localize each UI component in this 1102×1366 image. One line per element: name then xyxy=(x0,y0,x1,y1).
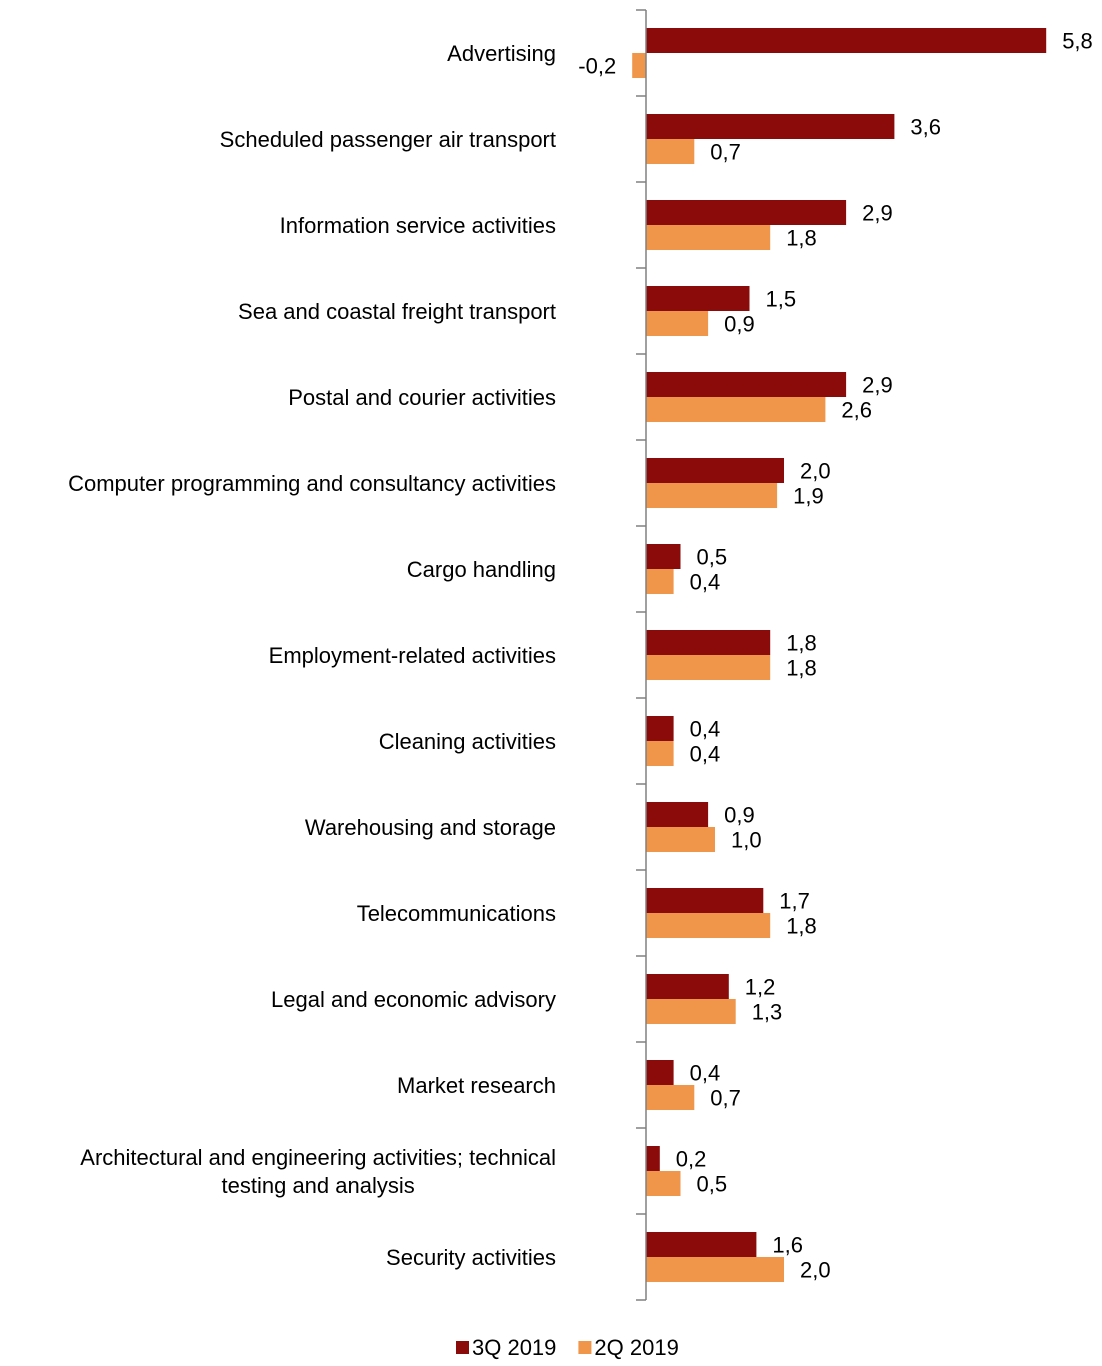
bar-series-1 xyxy=(646,544,681,569)
bar-series-1 xyxy=(646,114,895,139)
bar-series-1 xyxy=(646,28,1047,53)
data-label: 0,9 xyxy=(724,803,755,828)
bar-series-2 xyxy=(646,225,771,250)
bar-series-1 xyxy=(646,1146,660,1171)
bar-series-1 xyxy=(646,716,674,741)
data-label: 1,8 xyxy=(786,914,817,939)
bar-series-2 xyxy=(646,1171,681,1196)
data-labels: 5,8-0,23,60,72,91,81,50,92,92,62,01,90,5… xyxy=(578,29,1093,1283)
bar-series-1 xyxy=(646,802,709,827)
category-label: Employment-related activities xyxy=(269,643,556,668)
data-label: 0,4 xyxy=(690,742,721,767)
bar-series-2 xyxy=(646,139,695,164)
bar-series-2 xyxy=(646,1257,784,1282)
data-label: 1,6 xyxy=(772,1233,803,1258)
category-label: Sea and coastal freight transport xyxy=(238,299,556,324)
bar-series-2 xyxy=(646,827,715,852)
data-label: 1,3 xyxy=(752,1000,783,1025)
category-label: Advertising xyxy=(447,41,556,66)
category-label: Market research xyxy=(397,1073,556,1098)
category-labels: Advertising Scheduled passenger air trans… xyxy=(68,41,556,1270)
data-label: 1,8 xyxy=(786,656,817,681)
bar-series-1 xyxy=(646,974,729,999)
data-label: 0,7 xyxy=(710,140,741,165)
data-label: 0,7 xyxy=(710,1086,741,1111)
data-label: 2,0 xyxy=(800,1258,831,1283)
data-label: 0,5 xyxy=(697,1172,728,1197)
data-label: 2,9 xyxy=(862,201,893,226)
data-label: 5,8 xyxy=(1062,29,1093,54)
data-label: 0,2 xyxy=(676,1147,707,1172)
category-label: Legal and economic advisory xyxy=(271,987,556,1012)
data-label: 2,6 xyxy=(841,398,872,423)
data-label: 1,7 xyxy=(779,889,810,914)
legend-swatch xyxy=(456,1341,469,1354)
data-label: 1,8 xyxy=(786,631,817,656)
bar-series-2 xyxy=(646,999,736,1024)
category-label: Information service activities xyxy=(280,213,556,238)
data-label: 1,9 xyxy=(793,484,824,509)
category-label: Scheduled passenger air transport xyxy=(220,127,556,152)
category-label: Cargo handling xyxy=(407,557,556,582)
data-label: 0,4 xyxy=(690,717,721,742)
bar-series-2 xyxy=(632,53,646,78)
data-label: 0,4 xyxy=(690,570,721,595)
legend-swatch xyxy=(578,1341,592,1354)
legend: 3Q 2019 2Q 2019 xyxy=(456,1335,679,1360)
data-label: 2,9 xyxy=(862,373,893,398)
bar-series-2 xyxy=(646,1085,695,1110)
bar-series-1 xyxy=(646,458,784,483)
bar-series-1 xyxy=(646,286,750,311)
bar-series-1 xyxy=(646,888,764,913)
data-label: 1,8 xyxy=(786,226,817,251)
data-label: 3,6 xyxy=(910,115,941,140)
legend-label: 2Q 2019 xyxy=(594,1335,678,1360)
data-label: 0,9 xyxy=(724,312,755,337)
bar-series-1 xyxy=(646,630,771,655)
data-label: 1,0 xyxy=(731,828,762,853)
category-label: Telecommunications xyxy=(357,901,556,926)
category-label: Security activities xyxy=(386,1245,556,1270)
bar-series-2 xyxy=(646,913,771,938)
bar-series-2 xyxy=(646,569,674,594)
category-label: Postal and courier activities xyxy=(288,385,556,410)
data-label: 1,2 xyxy=(745,975,776,1000)
bar-series-2 xyxy=(646,311,709,336)
bar-series-1 xyxy=(646,1232,757,1257)
bar-series-1 xyxy=(646,1060,674,1085)
bar-series-2 xyxy=(646,741,674,766)
bar-series-2 xyxy=(646,655,771,680)
bars xyxy=(632,28,1047,1282)
category-label: Architectural and engineering activities… xyxy=(80,1145,556,1198)
data-label: 1,5 xyxy=(766,287,797,312)
data-label: 2,0 xyxy=(800,459,831,484)
bar-series-1 xyxy=(646,372,847,397)
bar-series-1 xyxy=(646,200,847,225)
bar-series-2 xyxy=(646,397,826,422)
category-label: Warehousing and storage xyxy=(305,815,556,840)
data-label: 0,5 xyxy=(697,545,728,570)
category-axis xyxy=(636,9,647,1301)
data-label: -0,2 xyxy=(578,54,616,79)
legend-label: 3Q 2019 xyxy=(472,1335,556,1360)
data-label: 0,4 xyxy=(690,1061,721,1086)
category-label: Cleaning activities xyxy=(379,729,556,754)
bar-series-2 xyxy=(646,483,778,508)
category-label: Computer programming and consultancy act… xyxy=(68,471,556,496)
